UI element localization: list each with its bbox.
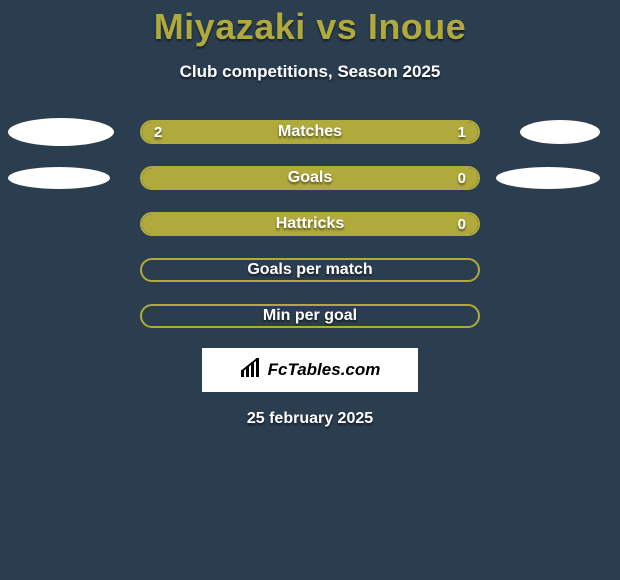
- stat-row: Min per goal: [0, 304, 620, 328]
- right-ellipse: [496, 167, 600, 189]
- left-ellipse: [8, 167, 110, 189]
- left-ellipse: [8, 118, 114, 146]
- stat-label: Hattricks: [276, 215, 344, 233]
- page-subtitle: Club competitions, Season 2025: [180, 62, 441, 82]
- stat-value-right: 0: [458, 170, 466, 187]
- stat-row: 0 Hattricks: [0, 212, 620, 236]
- stat-value-left: 2: [154, 124, 162, 141]
- stat-bar: Min per goal: [140, 304, 480, 328]
- stat-row: Goals per match: [0, 258, 620, 282]
- comparison-infographic: Miyazaki vs Inoue Club competitions, Sea…: [0, 0, 620, 428]
- brand-box: FcTables.com: [202, 348, 418, 392]
- chart-icon: [240, 358, 262, 383]
- stat-row: 2 1 Matches: [0, 120, 620, 144]
- stat-row: 0 Goals: [0, 166, 620, 190]
- stat-label: Matches: [278, 123, 342, 141]
- stat-bar: 2 1 Matches: [140, 120, 480, 144]
- stat-value-right: 0: [458, 216, 466, 233]
- right-ellipse: [520, 120, 600, 144]
- stat-bar: 0 Goals: [140, 166, 480, 190]
- stat-label: Min per goal: [263, 307, 357, 325]
- stat-bar: Goals per match: [140, 258, 480, 282]
- stat-rows: 2 1 Matches 0 Goals 0 Hattricks Goals per match…: [0, 120, 620, 328]
- stat-label: Goals per match: [247, 261, 372, 279]
- brand-text: FcTables.com: [268, 360, 381, 380]
- date-text: 25 february 2025: [247, 410, 373, 428]
- stat-value-right: 1: [458, 124, 466, 141]
- page-title: Miyazaki vs Inoue: [154, 6, 467, 48]
- stat-bar: 0 Hattricks: [140, 212, 480, 236]
- stat-label: Goals: [288, 169, 332, 187]
